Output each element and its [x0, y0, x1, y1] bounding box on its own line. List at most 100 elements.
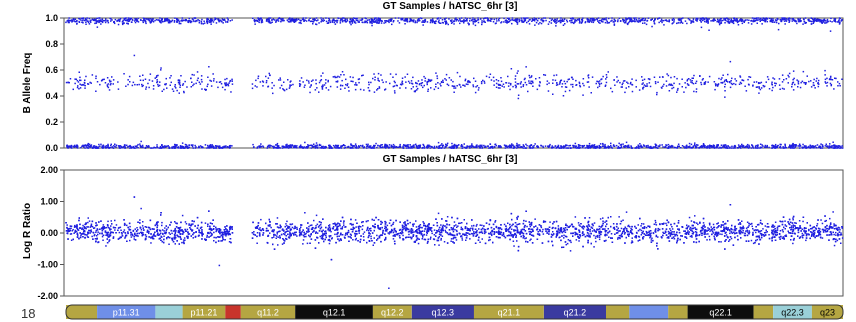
- data-point: [738, 20, 740, 22]
- data-point: [483, 82, 486, 84]
- data-point: [436, 145, 438, 148]
- data-point: [423, 75, 425, 78]
- data-point: [271, 19, 273, 21]
- data-point: [760, 81, 763, 84]
- data-point: [660, 18, 663, 21]
- data-point: [530, 144, 533, 146]
- data-point: [496, 20, 498, 22]
- data-point: [766, 20, 768, 23]
- data-point: [318, 143, 321, 146]
- data-point: [392, 143, 395, 146]
- data-point: [308, 19, 310, 22]
- data-point: [302, 147, 305, 149]
- data-point: [347, 86, 350, 88]
- data-point: [175, 87, 177, 89]
- data-point: [386, 144, 389, 147]
- data-point: [655, 146, 658, 149]
- data-point: [830, 146, 832, 148]
- data-point: [631, 20, 633, 23]
- data-point: [676, 91, 678, 93]
- data-point: [401, 80, 404, 83]
- data-point: [752, 147, 755, 149]
- data-point: [803, 145, 806, 147]
- data-point: [303, 86, 306, 88]
- data-point: [817, 79, 820, 82]
- data-point: [772, 77, 774, 79]
- data-point: [631, 19, 633, 21]
- data-point: [572, 78, 574, 80]
- data-point: [552, 19, 555, 22]
- data-point: [315, 17, 318, 19]
- data-point: [95, 77, 97, 80]
- data-point: [96, 81, 99, 83]
- data-point: [524, 19, 527, 22]
- data-point: [706, 147, 708, 149]
- data-point: [622, 18, 624, 21]
- data-point: [713, 20, 715, 22]
- data-point: [695, 146, 698, 149]
- data-point: [498, 84, 500, 86]
- data-point: [118, 146, 121, 148]
- data-point: [831, 21, 833, 23]
- data-point: [732, 20, 734, 23]
- data-point: [384, 143, 386, 146]
- data-point: [430, 20, 432, 22]
- data-point: [78, 17, 80, 20]
- data-point: [311, 146, 314, 148]
- data-point: [549, 17, 551, 20]
- data-point: [283, 81, 285, 83]
- data-point: [628, 146, 630, 149]
- data-point: [541, 18, 543, 20]
- data-point: [668, 90, 671, 92]
- data-point: [460, 145, 463, 147]
- data-point: [332, 19, 334, 21]
- data-point: [430, 87, 432, 89]
- data-point: [352, 80, 354, 83]
- data-point: [481, 147, 483, 149]
- data-point: [296, 19, 298, 21]
- data-point: [142, 146, 144, 148]
- data-point: [415, 82, 417, 84]
- data-point: [770, 18, 773, 20]
- data-point: [257, 17, 259, 19]
- data-point: [721, 77, 723, 79]
- data-point: [780, 19, 782, 21]
- data-point: [771, 147, 773, 149]
- data-point: [392, 21, 395, 23]
- data-point: [70, 145, 72, 147]
- data-point: [135, 18, 138, 20]
- data-point: [336, 19, 338, 22]
- data-point: [384, 20, 386, 22]
- data-point: [727, 145, 729, 147]
- data-point: [460, 17, 463, 19]
- data-point: [70, 146, 73, 148]
- data-point: [493, 18, 495, 21]
- data-point: [737, 20, 739, 23]
- data-point: [471, 143, 473, 145]
- data-point: [667, 143, 670, 146]
- data-point: [148, 86, 150, 89]
- data-point: [684, 147, 686, 149]
- data-point: [597, 80, 599, 83]
- data-point: [167, 21, 170, 24]
- data-point: [99, 19, 102, 21]
- data-point: [748, 76, 750, 78]
- data-point: [683, 145, 685, 148]
- data-point: [514, 75, 517, 77]
- data-point: [595, 146, 597, 148]
- data-point: [670, 76, 672, 79]
- data-point: [764, 18, 766, 20]
- data-point: [417, 147, 420, 149]
- data-point: [469, 145, 471, 147]
- data-point: [225, 147, 227, 149]
- data-point: [392, 85, 395, 88]
- data-point: [471, 146, 473, 148]
- data-point: [344, 18, 346, 20]
- data-point: [159, 21, 162, 23]
- data-point: [174, 17, 176, 19]
- data-point: [409, 82, 411, 84]
- data-point: [793, 77, 795, 80]
- data-point: [404, 23, 406, 25]
- data-point: [417, 18, 420, 20]
- data-point: [317, 19, 319, 21]
